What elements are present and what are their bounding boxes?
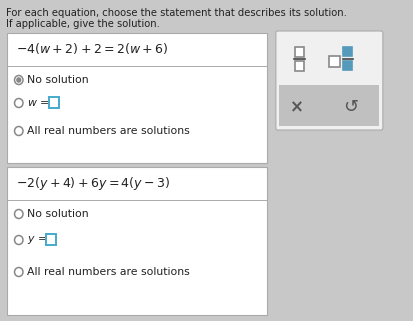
Text: No solution: No solution <box>27 209 89 219</box>
Text: $y$ =: $y$ = <box>27 234 48 246</box>
FancyBboxPatch shape <box>294 47 304 57</box>
Circle shape <box>16 77 21 83</box>
FancyBboxPatch shape <box>7 167 268 315</box>
Text: $w$ =: $w$ = <box>27 98 51 108</box>
Text: All real numbers are solutions: All real numbers are solutions <box>27 126 190 136</box>
Circle shape <box>14 126 23 135</box>
Circle shape <box>14 75 23 84</box>
Circle shape <box>14 267 23 276</box>
Text: If applicable, give the solution.: If applicable, give the solution. <box>6 19 159 29</box>
Text: ↺: ↺ <box>343 98 358 116</box>
FancyBboxPatch shape <box>7 33 268 163</box>
FancyBboxPatch shape <box>46 234 56 245</box>
FancyBboxPatch shape <box>330 56 340 67</box>
Text: $-4(w+2)+2=2(w+6)$: $-4(w+2)+2=2(w+6)$ <box>16 41 169 56</box>
FancyBboxPatch shape <box>276 31 383 130</box>
Text: All real numbers are solutions: All real numbers are solutions <box>27 267 190 277</box>
Circle shape <box>14 99 23 108</box>
FancyBboxPatch shape <box>279 85 379 126</box>
Text: No solution: No solution <box>27 75 89 85</box>
FancyBboxPatch shape <box>294 61 304 71</box>
Circle shape <box>14 236 23 245</box>
FancyBboxPatch shape <box>49 97 59 108</box>
Text: ×: × <box>290 98 304 116</box>
Circle shape <box>14 210 23 219</box>
FancyBboxPatch shape <box>344 47 352 56</box>
Text: For each equation, choose the statement that describes its solution.: For each equation, choose the statement … <box>6 8 347 18</box>
Text: $-2(y+4)+6y=4(y-3)$: $-2(y+4)+6y=4(y-3)$ <box>16 175 170 192</box>
FancyBboxPatch shape <box>344 61 352 70</box>
